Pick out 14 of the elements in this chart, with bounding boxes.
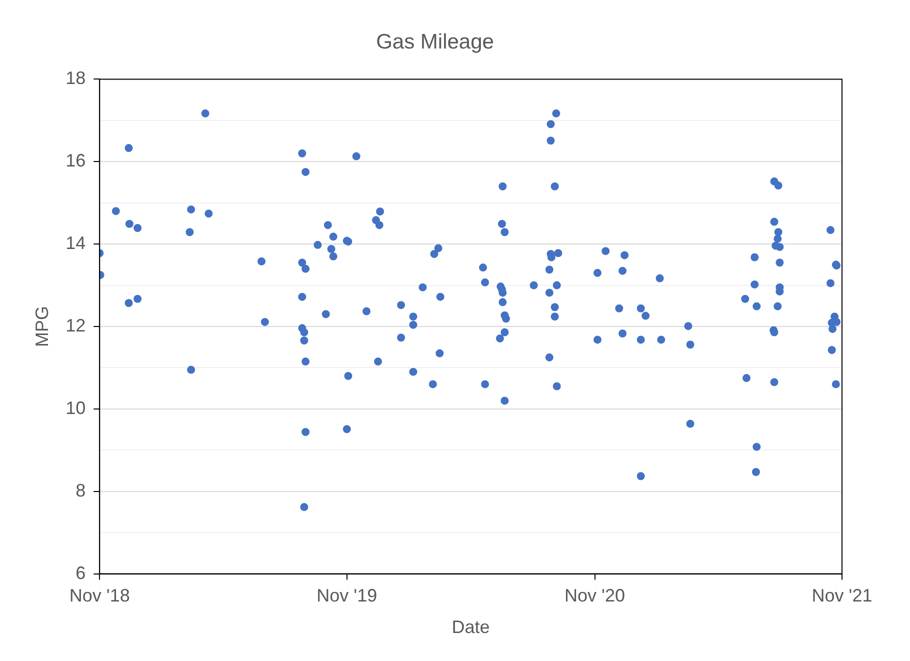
y-axis-title: MPG xyxy=(32,306,52,348)
x-tick-label: Nov '18 xyxy=(69,586,130,606)
x-axis-title: Date xyxy=(452,617,490,638)
chart-title: Gas Mileage xyxy=(376,30,494,54)
y-tick-label: 8 xyxy=(76,480,86,500)
y-tick-label: 12 xyxy=(66,315,86,336)
y-tick-label: 16 xyxy=(66,150,86,171)
y-tick-label: 14 xyxy=(66,233,86,254)
x-tick-label: Nov '19 xyxy=(316,586,378,606)
y-tick-label: 18 xyxy=(66,68,86,88)
x-tick-label: Nov '20 xyxy=(564,586,625,606)
y-tick-label: 6 xyxy=(76,562,86,583)
x-tick-label: Nov '21 xyxy=(812,586,872,606)
y-tick-label: 10 xyxy=(66,398,86,418)
